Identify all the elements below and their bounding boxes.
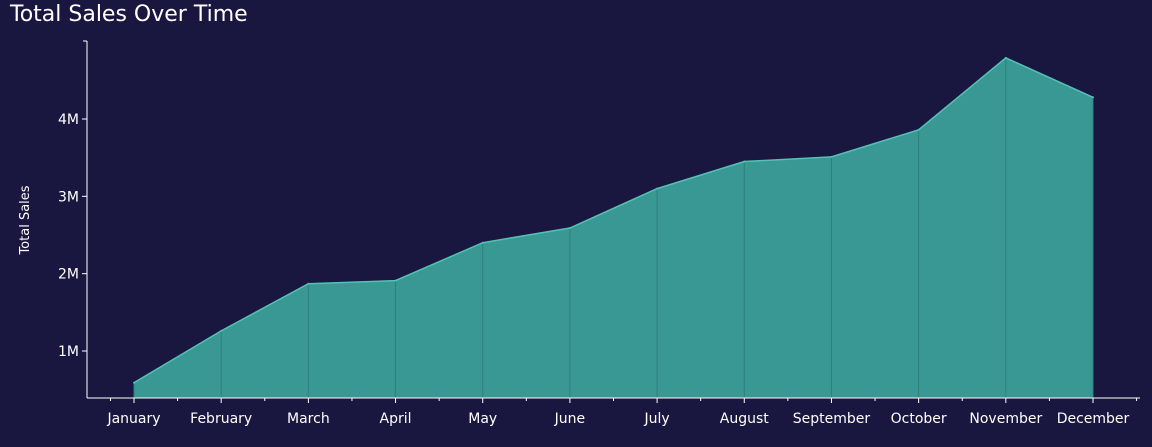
x-tick-label-march: March [287, 411, 330, 427]
data-point-august [743, 160, 746, 163]
x-tick-label-june: June [554, 411, 586, 427]
data-point-april [394, 279, 397, 282]
y-tick-label: 4M [58, 112, 79, 128]
data-point-january [133, 381, 135, 384]
x-tick-label-september: September [793, 411, 871, 427]
data-point-november [1004, 56, 1007, 59]
x-tick-label-may: May [468, 411, 497, 427]
x-tick-label-april: April [380, 411, 412, 427]
y-tick-label: 3M [58, 189, 79, 205]
y-axis-label: Total Sales [18, 185, 33, 255]
y-tick-label: 1M [58, 344, 79, 360]
data-point-september [830, 155, 833, 158]
x-tick-label-august: August [720, 411, 770, 427]
x-tick-label-january: January [106, 411, 160, 427]
series-line [133, 57, 1094, 384]
data-point-july [656, 187, 659, 190]
x-tick-label-october: October [891, 411, 947, 427]
x-tick-label-november: November [969, 411, 1042, 427]
area-fill [134, 57, 1093, 399]
y-tick-label: 2M [58, 267, 79, 283]
data-point-may [481, 241, 484, 244]
data-point-october [917, 128, 920, 131]
chart-title: Total Sales Over Time [10, 2, 248, 27]
data-point-june [568, 227, 571, 229]
x-tick-label-july: July [643, 411, 669, 427]
data-point-december [1092, 96, 1094, 99]
x-tick-label-february: February [190, 411, 252, 427]
data-point-march [307, 282, 310, 285]
data-point-february [220, 329, 223, 332]
x-tick-label-december: December [1057, 411, 1130, 427]
